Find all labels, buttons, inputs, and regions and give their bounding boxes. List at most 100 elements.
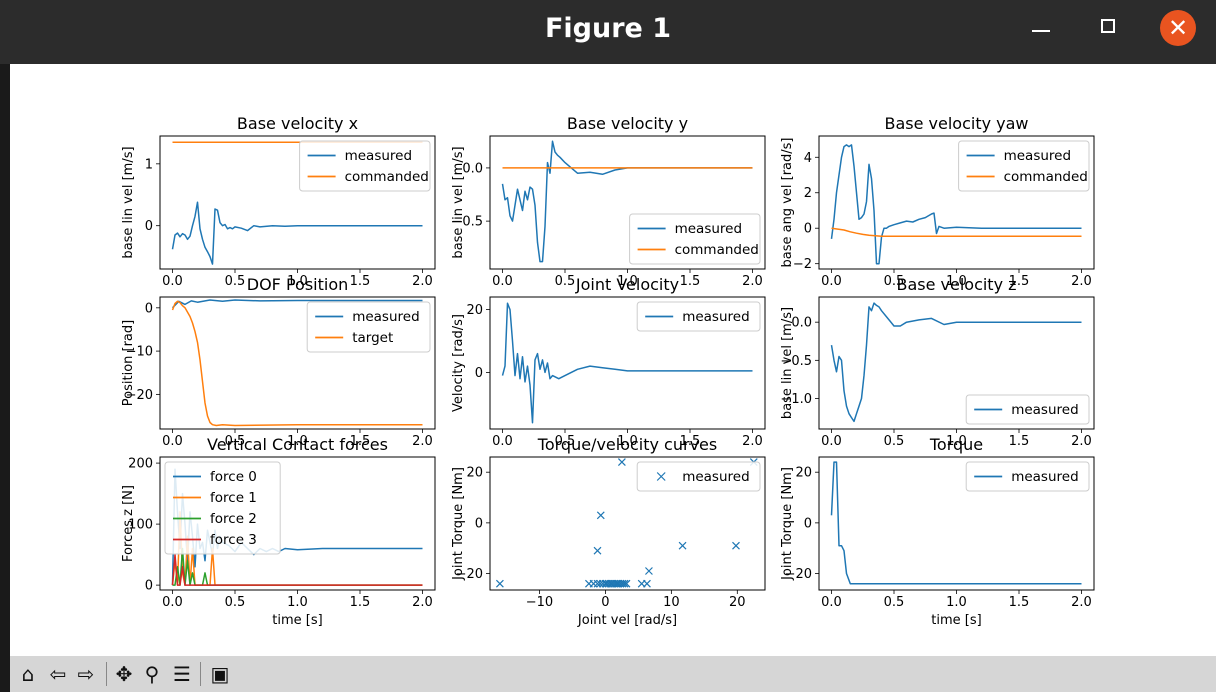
figure-svg: 0.0 0.5 1.0 1.5 2.0 0 1 Base velocity x base lin… xyxy=(121,114,1095,628)
x-tick-label: 0.5 xyxy=(884,595,905,610)
x-axis-label: Joint vel [rad/s] xyxy=(577,613,677,628)
scatter-point xyxy=(678,541,687,550)
x-tick-label: 1.0 xyxy=(946,274,967,289)
scatter-point xyxy=(593,546,602,555)
x-tick-label: 1.5 xyxy=(680,274,701,289)
x-tick-label: 0.0 xyxy=(821,434,842,449)
subplot-title: Base velocity z xyxy=(896,275,1016,294)
figure-canvas: 0.0 0.5 1.0 1.5 2.0 0 1 Base velocity x base lin… xyxy=(10,64,1216,656)
subplot-3: 0.0 0.5 1.0 1.5 2.0 −2 0 2 4 Base velocity yaw bas… xyxy=(780,114,1095,289)
forward-button[interactable]: ⇨ xyxy=(72,660,100,688)
x-tick-label: 1.0 xyxy=(617,434,638,449)
y-axis-label: base lin vel [m/s] xyxy=(780,307,795,419)
x-tick-label: 1.0 xyxy=(946,434,967,449)
y-tick-label: 200 xyxy=(128,457,153,472)
y-tick-label: 20 xyxy=(466,466,483,481)
minimize-button[interactable] xyxy=(1032,30,1050,32)
subplot-title: Torque xyxy=(929,435,983,454)
navigation-toolbar: ⌂ ⇦ ⇨ ✥ ⚲ ☰ ▣ xyxy=(10,656,1216,692)
home-button[interactable]: ⌂ xyxy=(14,660,42,688)
y-tick-label: 1 xyxy=(145,157,153,172)
subplot-title: DOF Position xyxy=(247,275,349,294)
x-tick-label: 1.5 xyxy=(350,434,371,449)
subplot-7: 0.0 0.5 1.0 1.5 2.0 0 100 200 Vertical Contact f… xyxy=(121,435,436,628)
move-icon: ✥ xyxy=(115,662,133,686)
pan-button[interactable]: ✥ xyxy=(110,660,138,688)
y-tick-label: 0 xyxy=(475,516,483,531)
x-tick-label: 1.5 xyxy=(1009,595,1030,610)
legend-box xyxy=(306,301,431,353)
zoom-button[interactable]: ⚲ xyxy=(138,660,166,688)
y-tick-label: 20 xyxy=(466,303,483,318)
subplot-6: 0.0 0.5 1.0 1.5 2.0 −1.0 −0.5 0.0 Base velocity … xyxy=(780,275,1095,449)
x-tick-label: 1.0 xyxy=(946,595,967,610)
y-tick-label: 0 xyxy=(804,516,812,531)
scatter-point xyxy=(732,541,740,550)
series-line-measured xyxy=(501,302,753,424)
y-axis-label: Joint Torque [Nm] xyxy=(780,467,795,581)
legend-box xyxy=(965,461,1090,492)
x-tick-label: 0.5 xyxy=(884,274,905,289)
window-title: Figure 1 xyxy=(544,13,672,44)
series-line-measured xyxy=(830,144,1082,265)
subplot-title: Joint Velocity xyxy=(575,275,679,294)
scatter-point xyxy=(617,458,626,466)
scatter-point xyxy=(596,511,605,520)
close-button[interactable]: ✕ xyxy=(1160,10,1196,46)
legend: measured target xyxy=(306,301,431,353)
back-button[interactable]: ⇦ xyxy=(44,660,72,688)
y-tick-label: −20 xyxy=(126,388,153,403)
toolbar-separator xyxy=(200,662,201,686)
legend-label: measured xyxy=(1004,148,1071,164)
series-line-force-3 xyxy=(171,553,423,586)
y-axis-label: base lin vel [m/s] xyxy=(121,146,136,258)
configure-button[interactable]: ☰ xyxy=(168,660,196,688)
subplot-2: 0.0 0.5 1.0 1.5 2.0 −0.5 0.0 Base velocity y bas… xyxy=(451,114,766,289)
legend-label: measured xyxy=(682,469,749,485)
y-tick-label: 20 xyxy=(795,466,812,481)
legend-box xyxy=(636,461,761,492)
x-tick-label: 0.0 xyxy=(162,595,183,610)
y-tick-label: −0.5 xyxy=(451,215,483,230)
x-tick-label: 0.5 xyxy=(225,434,246,449)
y-tick-label: −1.0 xyxy=(780,392,812,407)
series-line-measured xyxy=(830,302,1082,423)
x-tick-label: 0.0 xyxy=(162,274,183,289)
toolbar-separator xyxy=(106,662,107,686)
subplot-title: Base velocity y xyxy=(567,114,688,133)
x-tick-label: 0.0 xyxy=(492,434,513,449)
scatter-point xyxy=(645,567,653,575)
legend-label: commanded xyxy=(675,242,759,258)
x-tick-label: 20 xyxy=(729,595,746,610)
x-tick-label: 0.0 xyxy=(162,434,183,449)
x-tick-label: −10 xyxy=(526,595,553,610)
legend-marker xyxy=(656,472,666,481)
x-tick-label: 1.0 xyxy=(617,274,638,289)
legend: measured commanded xyxy=(958,140,1090,192)
legend: measured xyxy=(965,461,1090,492)
legend: measured xyxy=(965,394,1090,425)
series-line-target xyxy=(171,300,423,427)
plot-area xyxy=(171,299,423,427)
plot-area xyxy=(501,302,753,424)
y-tick-label: 0.0 xyxy=(791,316,812,331)
y-tick-label: −20 xyxy=(456,567,483,582)
legend-label: target xyxy=(352,330,393,346)
maximize-button[interactable] xyxy=(1101,19,1115,33)
y-tick-label: 0 xyxy=(145,301,153,316)
legend-label: measured xyxy=(352,309,419,325)
y-tick-label: 0.0 xyxy=(462,161,483,176)
legend-label: measured xyxy=(1011,469,1078,485)
legend-box xyxy=(164,461,281,555)
x-tick-label: 1.0 xyxy=(287,274,308,289)
legend-box xyxy=(636,301,761,332)
x-tick-label: 1.5 xyxy=(350,595,371,610)
x-tick-label: 2.0 xyxy=(1071,434,1092,449)
save-button[interactable]: ▣ xyxy=(206,660,234,688)
x-tick-label: 0.5 xyxy=(225,274,246,289)
scatter-point xyxy=(622,579,631,588)
y-tick-label: −2 xyxy=(793,257,812,272)
legend: measured xyxy=(636,461,761,492)
x-tick-label: 2.0 xyxy=(412,274,433,289)
x-tick-label: 2.0 xyxy=(1071,595,1092,610)
